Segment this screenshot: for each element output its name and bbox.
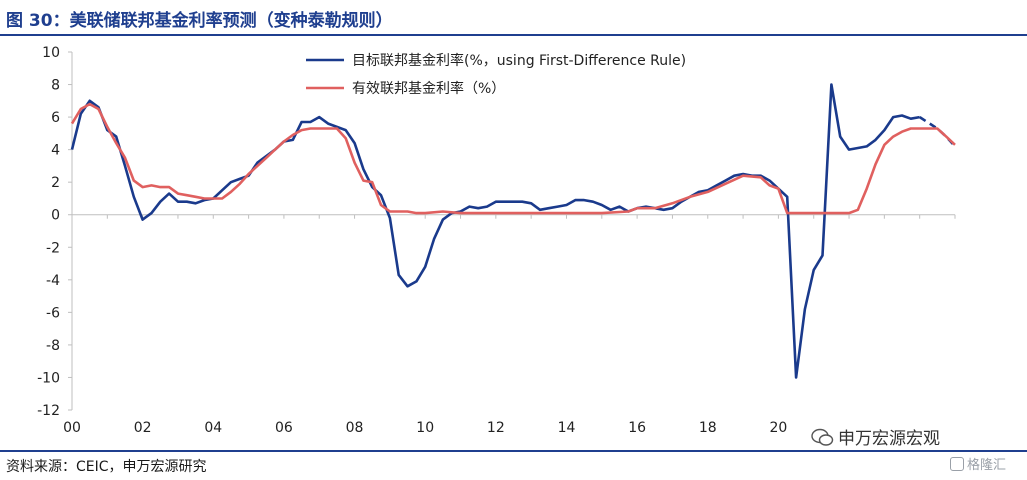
x-tick-label: 00 bbox=[63, 420, 81, 436]
x-tick-label: 14 bbox=[558, 420, 576, 436]
gelonghui-watermark: 格隆汇 bbox=[950, 454, 1006, 473]
x-tick-label: 16 bbox=[628, 420, 646, 436]
y-tick-label: 8 bbox=[51, 78, 60, 94]
y-tick-label: -8 bbox=[46, 338, 60, 354]
series-line-0 bbox=[70, 83, 920, 379]
y-tick-label: -6 bbox=[46, 305, 60, 321]
forecast-series-line bbox=[918, 116, 956, 148]
title-rule bbox=[0, 34, 1027, 36]
x-tick-label: 12 bbox=[487, 420, 505, 436]
y-tick-label: -12 bbox=[37, 403, 60, 419]
x-tick-label: 10 bbox=[416, 420, 434, 436]
source-note: 资料来源：CEIC，申万宏源研究 bbox=[6, 459, 207, 475]
y-tick-label: -2 bbox=[46, 240, 60, 256]
source-rule bbox=[0, 450, 1027, 452]
y-tick-label: 2 bbox=[51, 175, 60, 191]
y-tick-label: -4 bbox=[46, 273, 60, 289]
y-tick-label: 10 bbox=[42, 45, 60, 61]
gelonghui-icon bbox=[950, 456, 964, 471]
watermark-text: 申万宏源宏观 bbox=[838, 429, 940, 449]
wechat-watermark: 申万宏源宏观 bbox=[810, 424, 940, 449]
chart-title: 图 30：美联储联邦基金利率预测（变种泰勒规则） bbox=[6, 11, 393, 31]
x-tick-label: 04 bbox=[204, 420, 222, 436]
y-tick-label: 4 bbox=[51, 143, 60, 159]
x-tick-label: 18 bbox=[699, 420, 717, 436]
x-tick-label: 06 bbox=[275, 420, 293, 436]
wechat-icon bbox=[811, 428, 834, 446]
legend-label: 目标联邦基金利率(%，using First-Difference Rule) bbox=[352, 52, 686, 69]
x-tick-label: 02 bbox=[134, 420, 152, 436]
x-tick-label: 20 bbox=[769, 420, 787, 436]
y-tick-label: -10 bbox=[37, 370, 60, 386]
x-tick-label: 08 bbox=[346, 420, 364, 436]
y-tick-label: 6 bbox=[51, 110, 60, 126]
series-line-2 bbox=[70, 102, 956, 215]
legend-label: 有效联邦基金利率（%） bbox=[352, 80, 505, 97]
gelonghui-text: 格隆汇 bbox=[967, 458, 1007, 473]
y-tick-label: 0 bbox=[51, 208, 60, 224]
